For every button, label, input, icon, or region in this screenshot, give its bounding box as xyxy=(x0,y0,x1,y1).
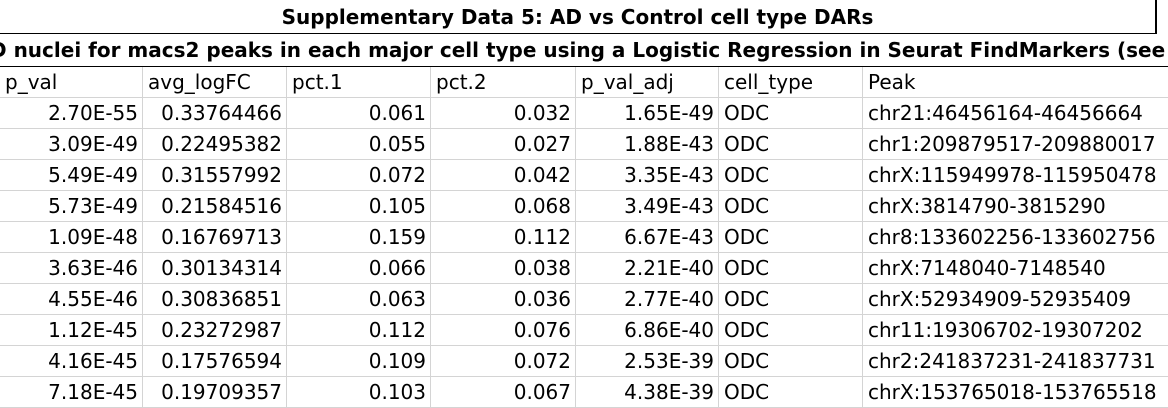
table-row: 3.63E-46 0.30134314 0.066 0.038 2.21E-40 ODC c… xyxy=(0,253,1168,284)
cell-pct-1[interactable]: 0.066 xyxy=(287,253,431,284)
cell-avg-logfc[interactable]: 0.16769713 xyxy=(143,222,287,253)
cell-pct-1[interactable]: 0.063 xyxy=(287,284,431,315)
cell-p-val-adj[interactable]: 1.65E-49 xyxy=(576,98,719,129)
cell-peak[interactable]: chr11:19306702-19307202 xyxy=(863,315,1168,346)
header-p-val[interactable]: p_val xyxy=(0,67,143,98)
cell-peak[interactable]: chrX:115949978-115950478 xyxy=(863,160,1168,191)
cell-avg-logfc[interactable]: 0.30134314 xyxy=(143,253,287,284)
cell-p-val[interactable]: 7.18E-45 xyxy=(0,377,143,408)
cell-p-val-adj[interactable]: 3.49E-43 xyxy=(576,191,719,222)
header-pct-2[interactable]: pct.2 xyxy=(431,67,576,98)
table-row: 7.18E-45 0.19709357 0.103 0.067 4.38E-39 ODC c… xyxy=(0,377,1168,408)
cell-pct-1[interactable]: 0.112 xyxy=(287,315,431,346)
cell-pct-1[interactable]: 0.109 xyxy=(287,346,431,377)
sheet-subtitle[interactable]: D nuclei for macs2 peaks in each major c… xyxy=(0,34,1168,67)
cell-peak[interactable]: chr2:241837231-241837731 xyxy=(863,346,1168,377)
cell-pct-2[interactable]: 0.036 xyxy=(431,284,576,315)
header-p-val-adj[interactable]: p_val_adj xyxy=(576,67,719,98)
cell-p-val-adj[interactable]: 2.21E-40 xyxy=(576,253,719,284)
cell-pct-2[interactable]: 0.027 xyxy=(431,129,576,160)
cell-pct-1[interactable]: 0.055 xyxy=(287,129,431,160)
cell-peak[interactable]: chr1:209879517-209880017 xyxy=(863,129,1168,160)
cell-p-val-adj[interactable]: 3.35E-43 xyxy=(576,160,719,191)
cell-pct-2[interactable]: 0.042 xyxy=(431,160,576,191)
cell-cell-type[interactable]: ODC xyxy=(719,191,863,222)
cell-cell-type[interactable]: ODC xyxy=(719,98,863,129)
cell-avg-logfc[interactable]: 0.19709357 xyxy=(143,377,287,408)
cell-pct-2[interactable]: 0.072 xyxy=(431,346,576,377)
cell-pct-1[interactable]: 0.061 xyxy=(287,98,431,129)
cell-pct-2[interactable]: 0.032 xyxy=(431,98,576,129)
cell-p-val-adj[interactable]: 2.77E-40 xyxy=(576,284,719,315)
cell-p-val[interactable]: 3.09E-49 xyxy=(0,129,143,160)
cell-pct-1[interactable]: 0.072 xyxy=(287,160,431,191)
table-row: 1.09E-48 0.16769713 0.159 0.112 6.67E-43 ODC c… xyxy=(0,222,1168,253)
cell-p-val[interactable]: 2.70E-55 xyxy=(0,98,143,129)
table-row: 4.16E-45 0.17576594 0.109 0.072 2.53E-39 ODC c… xyxy=(0,346,1168,377)
header-cell-type[interactable]: cell_type xyxy=(719,67,863,98)
cell-peak[interactable]: chr21:46456164-46456664 xyxy=(863,98,1168,129)
cell-peak[interactable]: chrX:153765018-153765518 xyxy=(863,377,1168,408)
cell-p-val-adj[interactable]: 4.38E-39 xyxy=(576,377,719,408)
cell-pct-1[interactable]: 0.105 xyxy=(287,191,431,222)
header-peak[interactable]: Peak xyxy=(863,67,1168,98)
cell-cell-type[interactable]: ODC xyxy=(719,222,863,253)
cell-cell-type[interactable]: ODC xyxy=(719,346,863,377)
table-row: 5.49E-49 0.31557992 0.072 0.042 3.35E-43 ODC c… xyxy=(0,160,1168,191)
cell-cell-type[interactable]: ODC xyxy=(719,129,863,160)
cell-avg-logfc[interactable]: 0.30836851 xyxy=(143,284,287,315)
cell-avg-logfc[interactable]: 0.33764466 xyxy=(143,98,287,129)
cell-p-val-adj[interactable]: 6.86E-40 xyxy=(576,315,719,346)
cell-p-val[interactable]: 1.12E-45 xyxy=(0,315,143,346)
cell-pct-2[interactable]: 0.068 xyxy=(431,191,576,222)
cell-p-val[interactable]: 5.49E-49 xyxy=(0,160,143,191)
cell-p-val[interactable]: 4.16E-45 xyxy=(0,346,143,377)
cell-p-val-adj[interactable]: 1.88E-43 xyxy=(576,129,719,160)
cell-avg-logfc[interactable]: 0.23272987 xyxy=(143,315,287,346)
cell-pct-2[interactable]: 0.112 xyxy=(431,222,576,253)
cell-pct-1[interactable]: 0.103 xyxy=(287,377,431,408)
cell-pct-2[interactable]: 0.067 xyxy=(431,377,576,408)
header-avg-logfc[interactable]: avg_logFC xyxy=(143,67,287,98)
cell-p-val[interactable]: 3.63E-46 xyxy=(0,253,143,284)
table-row: 2.70E-55 0.33764466 0.061 0.032 1.65E-49 ODC c… xyxy=(0,98,1168,129)
cell-peak[interactable]: chr8:133602256-133602756 xyxy=(863,222,1168,253)
cell-pct-1[interactable]: 0.159 xyxy=(287,222,431,253)
header-row: p_val avg_logFC pct.1 pct.2 p_val_adj ce… xyxy=(0,67,1168,98)
sheet-title[interactable]: Supplementary Data 5: AD vs Control cell… xyxy=(0,0,1157,34)
cell-peak[interactable]: chrX:3814790-3815290 xyxy=(863,191,1168,222)
cell-avg-logfc[interactable]: 0.17576594 xyxy=(143,346,287,377)
cell-cell-type[interactable]: ODC xyxy=(719,160,863,191)
table-row: 3.09E-49 0.22495382 0.055 0.027 1.88E-43 ODC c… xyxy=(0,129,1168,160)
table-row: 4.55E-46 0.30836851 0.063 0.036 2.77E-40 ODC c… xyxy=(0,284,1168,315)
cell-p-val-adj[interactable]: 6.67E-43 xyxy=(576,222,719,253)
cell-p-val-adj[interactable]: 2.53E-39 xyxy=(576,346,719,377)
cell-pct-2[interactable]: 0.038 xyxy=(431,253,576,284)
cell-avg-logfc[interactable]: 0.21584516 xyxy=(143,191,287,222)
cell-cell-type[interactable]: ODC xyxy=(719,315,863,346)
table-row: 5.73E-49 0.21584516 0.105 0.068 3.49E-43 ODC c… xyxy=(0,191,1168,222)
table-row: 1.12E-45 0.23272987 0.112 0.076 6.86E-40 ODC c… xyxy=(0,315,1168,346)
header-pct-1[interactable]: pct.1 xyxy=(287,67,431,98)
cell-p-val[interactable]: 1.09E-48 xyxy=(0,222,143,253)
cell-avg-logfc[interactable]: 0.22495382 xyxy=(143,129,287,160)
cell-p-val[interactable]: 4.55E-46 xyxy=(0,284,143,315)
cell-peak[interactable]: chrX:7148040-7148540 xyxy=(863,253,1168,284)
cell-cell-type[interactable]: ODC xyxy=(719,377,863,408)
cell-cell-type[interactable]: ODC xyxy=(719,284,863,315)
cell-p-val[interactable]: 5.73E-49 xyxy=(0,191,143,222)
sheet-title-text: Supplementary Data 5: AD vs Control cell… xyxy=(281,4,874,29)
cell-peak[interactable]: chrX:52934909-52935409 xyxy=(863,284,1168,315)
cell-cell-type[interactable]: ODC xyxy=(719,253,863,284)
cell-avg-logfc[interactable]: 0.31557992 xyxy=(143,160,287,191)
cell-pct-2[interactable]: 0.076 xyxy=(431,315,576,346)
sheet-subtitle-text: D nuclei for macs2 peaks in each major c… xyxy=(0,38,1168,62)
